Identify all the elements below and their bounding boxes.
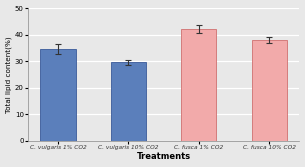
Bar xyxy=(111,62,146,140)
Y-axis label: Total lipid content(%): Total lipid content(%) xyxy=(5,36,12,113)
Bar xyxy=(40,49,76,140)
Bar xyxy=(181,29,216,140)
Bar xyxy=(252,40,287,140)
X-axis label: Treatments: Treatments xyxy=(136,152,191,161)
